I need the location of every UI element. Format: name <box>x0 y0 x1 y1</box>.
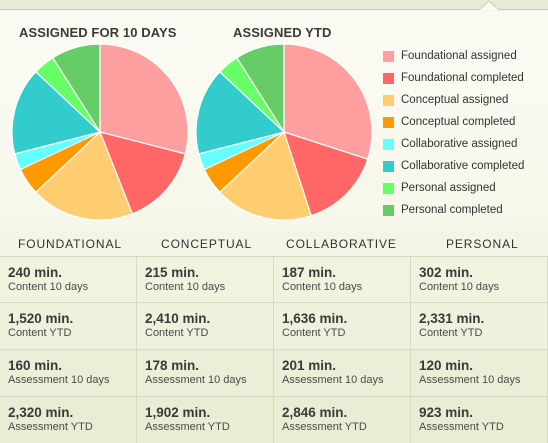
cell-label: Content 10 days <box>8 281 89 293</box>
table-cell: 215 min. Content 10 days <box>137 257 274 303</box>
legend-item: Foundational completed <box>383 67 524 89</box>
cell-value: 240 min. <box>8 265 63 280</box>
cell-value: 187 min. <box>282 265 337 280</box>
legend-label: Conceptual completed <box>401 116 516 128</box>
legend-label: Conceptual assigned <box>401 94 509 106</box>
legend-item: Personal completed <box>383 199 524 221</box>
legend-swatch <box>383 160 394 172</box>
cell-label: Content 10 days <box>282 281 363 293</box>
pie-slice-conceptual-assigned <box>35 130 134 221</box>
chart-title-ytd: ASSIGNED YTD <box>233 25 332 40</box>
table-cell: 120 min. Assessment 10 days <box>411 350 548 397</box>
table-cell: 2,331 min. Content YTD <box>411 303 548 350</box>
cell-label: Assessment 10 days <box>8 374 110 386</box>
cell-value: 923 min. <box>419 405 474 420</box>
cell-value: 2,331 min. <box>419 311 485 326</box>
table-cell: 2,410 min. Content YTD <box>137 303 274 350</box>
table-cell: 1,520 min. Content YTD <box>0 303 137 350</box>
pie-slice-personal-completed <box>236 43 285 135</box>
category-foundational: FOUNDATIONAL <box>18 237 122 251</box>
pie-chart-10-days <box>11 43 189 221</box>
legend-swatch <box>383 72 394 84</box>
cell-value: 201 min. <box>282 358 337 373</box>
table-cell: 201 min. Assessment 10 days <box>274 350 411 397</box>
table-cell: 2,846 min. Assessment YTD <box>274 397 411 443</box>
legend-swatch <box>383 138 394 150</box>
cell-value: 1,902 min. <box>145 405 211 420</box>
pie-slice-foundational-assigned <box>283 43 373 160</box>
pie-slice-collaborative-completed <box>195 70 286 155</box>
cell-label: Assessment YTD <box>8 421 93 433</box>
pie-slice-collaborative-completed <box>11 70 102 155</box>
cell-value: 2,410 min. <box>145 311 211 326</box>
legend-swatch <box>383 204 394 216</box>
cell-value: 2,320 min. <box>8 405 74 420</box>
legend-swatch <box>383 116 394 128</box>
chart-title-10-days: ASSIGNED FOR 10 DAYS <box>19 25 177 40</box>
legend-item: Conceptual assigned <box>383 89 524 111</box>
pie-slice-conceptual-assigned <box>219 130 312 221</box>
table-cell: 240 min. Content 10 days <box>0 257 137 303</box>
pie-chart-ytd <box>195 43 373 221</box>
table-cell: 302 min. Content 10 days <box>411 257 548 303</box>
legend-label: Collaborative completed <box>401 160 525 172</box>
cell-label: Assessment 10 days <box>419 374 521 386</box>
legend-swatch <box>383 182 394 194</box>
cell-label: Content YTD <box>145 327 209 339</box>
legend-item: Foundational assigned <box>383 45 524 67</box>
legend-swatch <box>383 94 394 106</box>
legend-label: Personal assigned <box>401 182 496 194</box>
cell-label: Assessment YTD <box>419 421 504 433</box>
cell-value: 215 min. <box>145 265 200 280</box>
legend-item: Personal assigned <box>383 177 524 199</box>
panel-notch <box>479 0 499 11</box>
category-header: FOUNDATIONAL CONCEPTUAL COLLABORATIVE PE… <box>0 232 548 256</box>
cell-value: 160 min. <box>8 358 63 373</box>
table-cell: 187 min. Content 10 days <box>274 257 411 303</box>
top-bar <box>0 0 548 10</box>
table-cell: 178 min. Assessment 10 days <box>137 350 274 397</box>
cell-value: 120 min. <box>419 358 474 373</box>
cell-value: 1,636 min. <box>282 311 348 326</box>
stats-table: 240 min. Content 10 days 215 min. Content … <box>0 256 548 443</box>
cell-label: Assessment 10 days <box>282 374 384 386</box>
cell-label: Assessment YTD <box>282 421 367 433</box>
cell-label: Assessment YTD <box>145 421 230 433</box>
table-cell: 923 min. Assessment YTD <box>411 397 548 443</box>
pie-slice-foundational-assigned <box>99 43 189 155</box>
table-cell: 1,902 min. Assessment YTD <box>137 397 274 443</box>
cell-label: Assessment 10 days <box>145 374 247 386</box>
legend-label: Foundational completed <box>401 72 524 84</box>
cell-label: Content YTD <box>282 327 346 339</box>
cell-label: Content 10 days <box>419 281 500 293</box>
cell-value: 302 min. <box>419 265 474 280</box>
table-cell: 2,320 min. Assessment YTD <box>0 397 137 443</box>
category-conceptual: CONCEPTUAL <box>161 237 253 251</box>
legend: Foundational assigned Foundational compl… <box>383 45 524 221</box>
legend-label: Personal completed <box>401 204 503 216</box>
cell-label: Content 10 days <box>145 281 226 293</box>
legend-label: Collaborative assigned <box>401 138 518 150</box>
cell-label: Content YTD <box>419 327 483 339</box>
legend-label: Foundational assigned <box>401 50 517 62</box>
legend-item: Collaborative assigned <box>383 133 524 155</box>
category-personal: PERSONAL <box>446 237 519 251</box>
cell-value: 178 min. <box>145 358 200 373</box>
legend-swatch <box>383 50 394 62</box>
category-collaborative: COLLABORATIVE <box>286 237 397 251</box>
table-cell: 1,636 min. Content YTD <box>274 303 411 350</box>
cell-label: Content YTD <box>8 327 72 339</box>
table-cell: 160 min. Assessment 10 days <box>0 350 137 397</box>
pie-slice-foundational-completed <box>99 131 186 215</box>
pie-slice-personal-completed <box>52 43 101 135</box>
legend-item: Conceptual completed <box>383 111 524 133</box>
legend-item: Collaborative completed <box>383 155 524 177</box>
cell-value: 2,846 min. <box>282 405 348 420</box>
cell-value: 1,520 min. <box>8 311 74 326</box>
